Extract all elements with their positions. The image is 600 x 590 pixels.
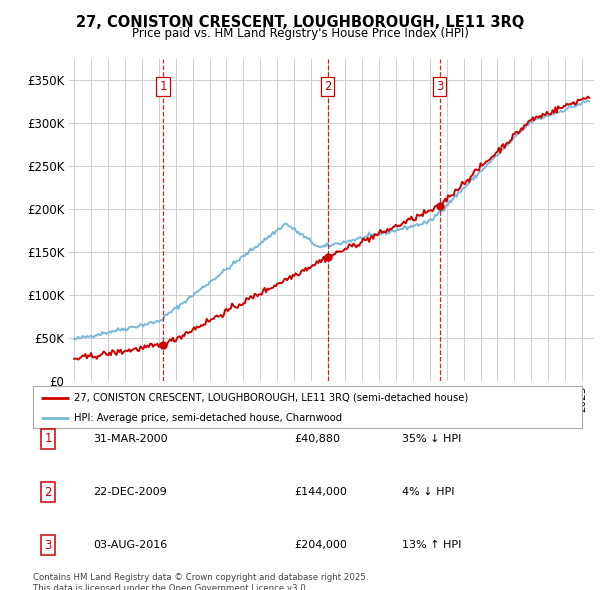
- Text: HPI: Average price, semi-detached house, Charnwood: HPI: Average price, semi-detached house,…: [74, 413, 342, 423]
- Text: 1: 1: [44, 432, 52, 445]
- Text: 27, CONISTON CRESCENT, LOUGHBOROUGH, LE11 3RQ: 27, CONISTON CRESCENT, LOUGHBOROUGH, LE1…: [76, 15, 524, 30]
- Text: 4% ↓ HPI: 4% ↓ HPI: [402, 487, 455, 497]
- Text: 2: 2: [324, 80, 331, 93]
- Text: 03-AUG-2016: 03-AUG-2016: [93, 540, 167, 550]
- Text: Contains HM Land Registry data © Crown copyright and database right 2025.
This d: Contains HM Land Registry data © Crown c…: [33, 573, 368, 590]
- Text: 27, CONISTON CRESCENT, LOUGHBOROUGH, LE11 3RQ (semi-detached house): 27, CONISTON CRESCENT, LOUGHBOROUGH, LE1…: [74, 392, 469, 402]
- Text: 31-MAR-2000: 31-MAR-2000: [93, 434, 167, 444]
- Text: 35% ↓ HPI: 35% ↓ HPI: [402, 434, 461, 444]
- Text: 22-DEC-2009: 22-DEC-2009: [93, 487, 167, 497]
- Text: Price paid vs. HM Land Registry's House Price Index (HPI): Price paid vs. HM Land Registry's House …: [131, 27, 469, 40]
- Text: £204,000: £204,000: [294, 540, 347, 550]
- Text: 1: 1: [159, 80, 167, 93]
- Text: £144,000: £144,000: [294, 487, 347, 497]
- Text: 2: 2: [44, 486, 52, 499]
- Text: £40,880: £40,880: [294, 434, 340, 444]
- Text: 13% ↑ HPI: 13% ↑ HPI: [402, 540, 461, 550]
- Text: 3: 3: [436, 80, 443, 93]
- Text: 3: 3: [44, 539, 52, 552]
